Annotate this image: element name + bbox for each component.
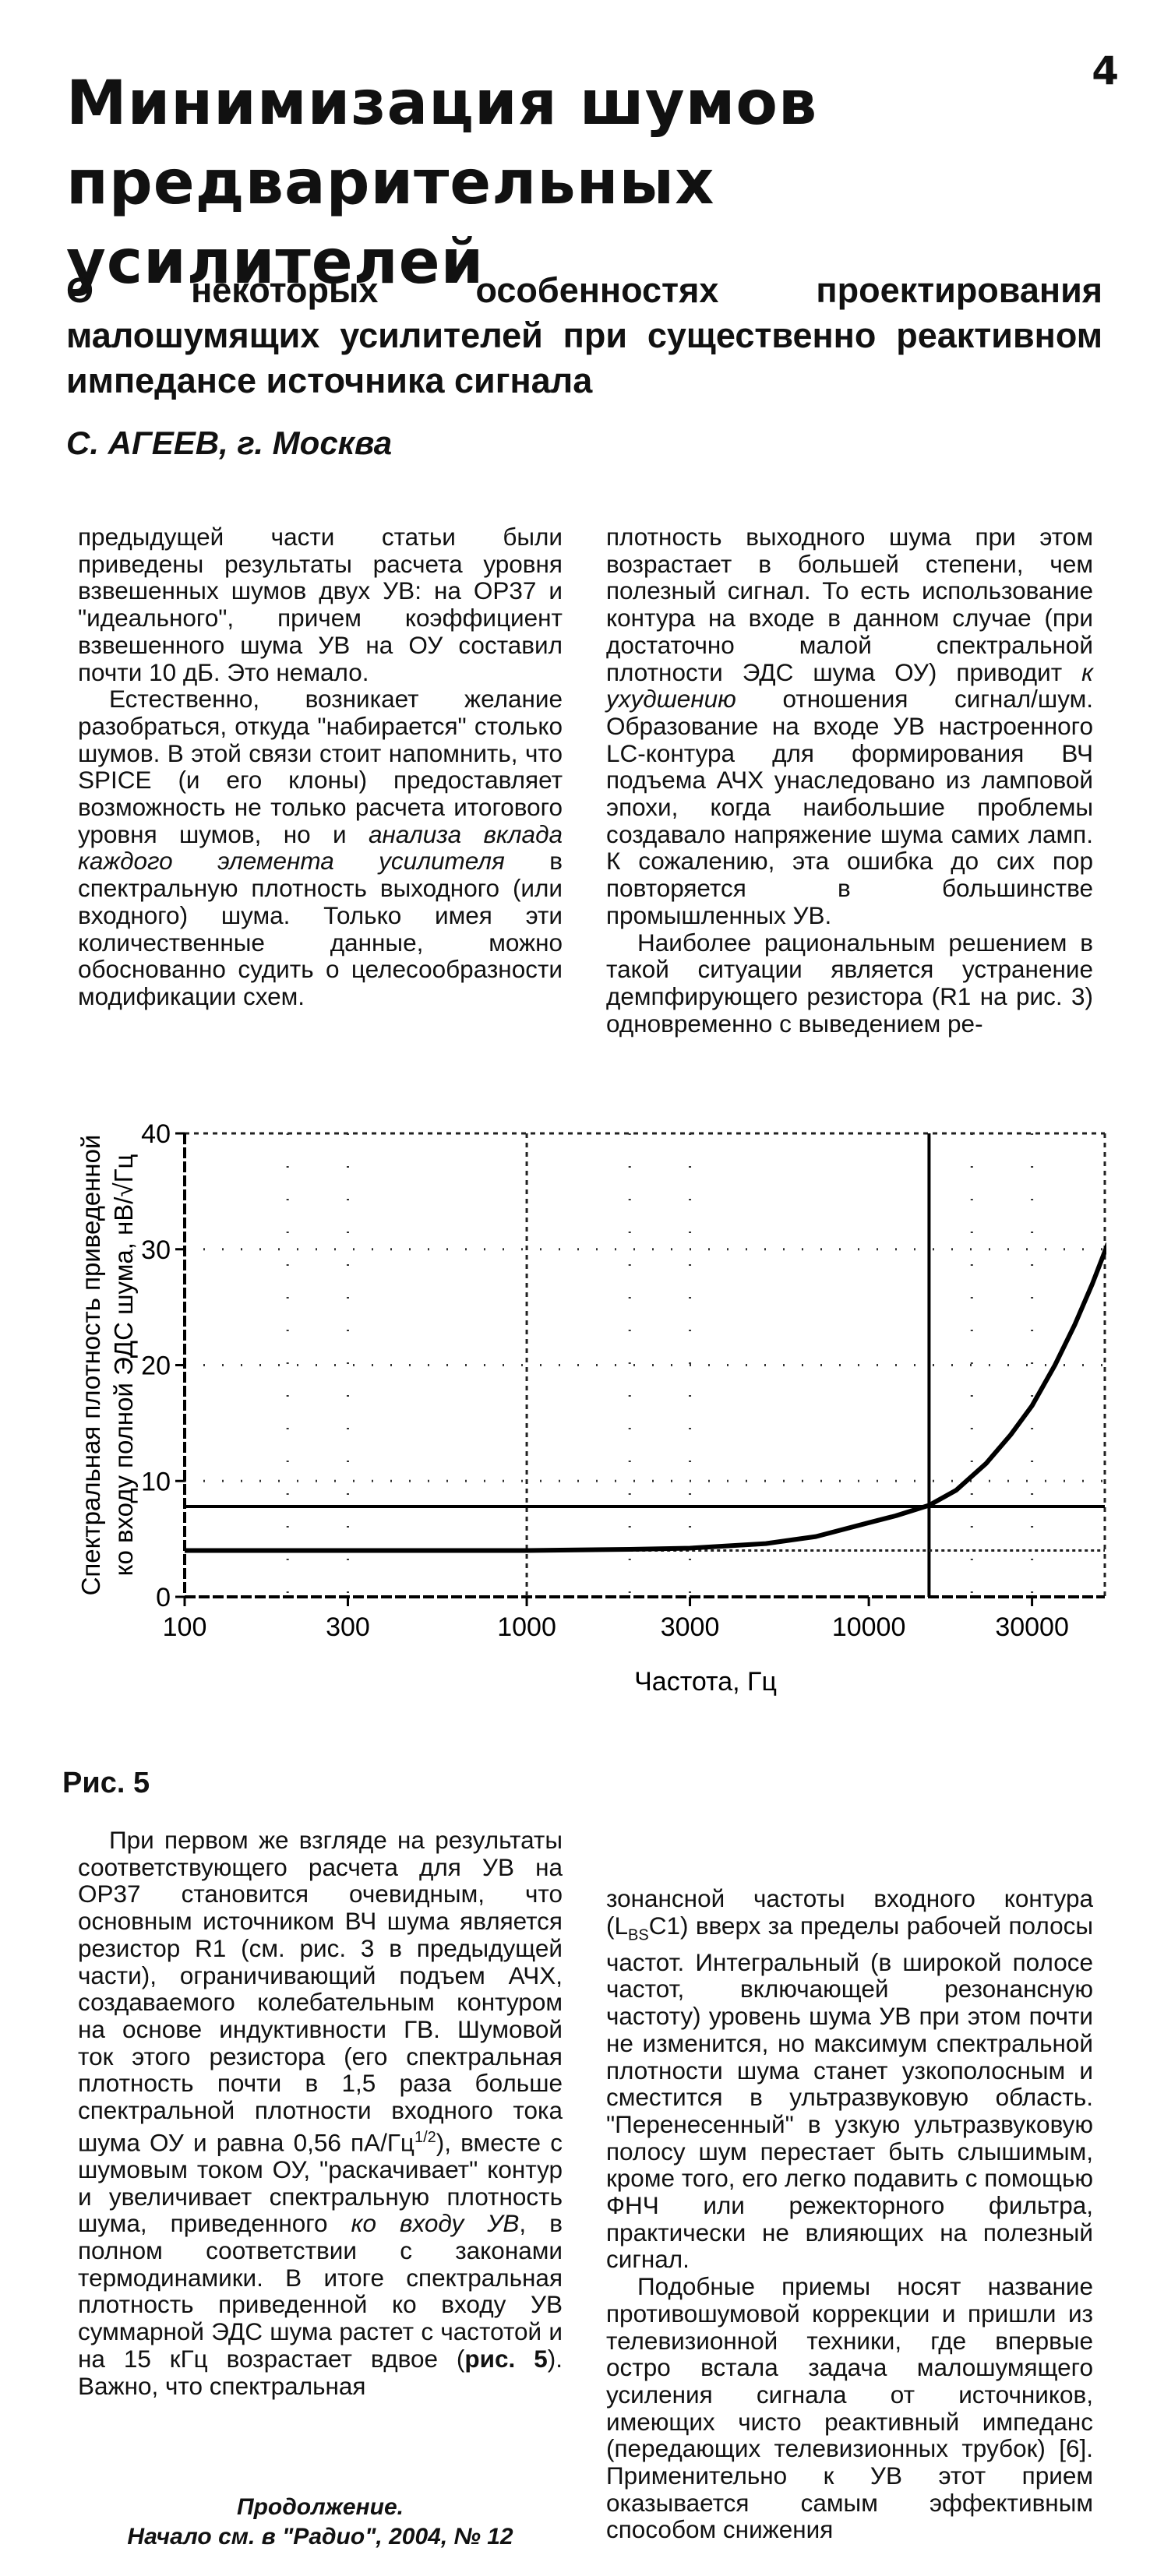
text: отношения сигнал/шум. Образование на вхо… xyxy=(606,685,1093,929)
chart-y-tick-label: 0 xyxy=(156,1583,171,1612)
chart-x-axis-label: Частота, Гц xyxy=(634,1667,777,1697)
text: зонансной частоты входного контура (L xyxy=(606,1884,1093,1940)
paragraph: Подобные приемы носят название противошу… xyxy=(606,2272,1093,2544)
chart-y-axis-label-line-2: ко входу полной ЭДС шума, нВ/√Гц xyxy=(109,1154,138,1577)
emphasis: ко входу УВ xyxy=(351,2209,520,2238)
column-1-top: предыдущей части статьи были приведены р… xyxy=(78,523,563,1010)
text: плотность выходного шума при этом возрас… xyxy=(606,523,1093,686)
chart-x-tick-label: 30000 xyxy=(995,1612,1069,1642)
chart-y-tick-label: 30 xyxy=(141,1235,171,1265)
paragraph: зонансной частоты входного контура (LВSC… xyxy=(606,1885,1093,2273)
chart-x-tick-label: 100 xyxy=(163,1612,207,1642)
author-byline: С. АГЕЕВ, г. Москва xyxy=(66,425,393,461)
continuation-note: Продолжение. Начало см. в "Радио", 2004,… xyxy=(78,2493,563,2552)
figure-reference: рис. 5 xyxy=(464,2344,548,2373)
chart-labels: 0 10 20 30 40 100 300 1000 3000 10000 30000 Частота… xyxy=(76,1119,1069,1697)
title-line-2: предварительных усилителей xyxy=(66,148,715,298)
superscript: 1/2 xyxy=(414,2128,436,2146)
page-number: 4 xyxy=(1092,48,1119,93)
emphasis: анализа вклада каждого элемента усилител… xyxy=(78,819,563,876)
chart-series xyxy=(185,1242,1106,1553)
paragraph: Естественно, возникает желание разобрать… xyxy=(78,685,563,1010)
text: ), вместе с шумовым током ОУ, "раскачива… xyxy=(78,2128,563,2238)
chart-y-tick-label: 20 xyxy=(141,1351,171,1381)
chart-x-tick-label: 3000 xyxy=(661,1612,720,1642)
continued-label: Продолжение. xyxy=(237,2494,404,2520)
chart-series-line xyxy=(185,1242,1106,1553)
subscript: ВS xyxy=(628,1926,649,1943)
column-2-bottom: зонансной частоты входного контура (LВSC… xyxy=(606,1885,1093,2543)
chart-axes xyxy=(175,1132,1105,1606)
text: , в полном соответствии с законами термо… xyxy=(78,2209,563,2373)
chart-y-tick-label: 40 xyxy=(141,1119,171,1149)
chart-x-tick-label: 300 xyxy=(326,1612,370,1642)
paragraph: плотность выходного шума при этом возрас… xyxy=(606,523,1093,929)
title-line-1: Минимизация шумов xyxy=(66,69,818,139)
article-subtitle: О некоторых особенностях проектирования … xyxy=(66,270,1102,400)
chart-grid xyxy=(185,1132,1106,1597)
chart-y-axis-label-line-1: Спектральная плотность приведенной xyxy=(76,1135,105,1596)
chart-y-tick-label: 10 xyxy=(141,1467,171,1496)
column-2-top: плотность выходного шума при этом возрас… xyxy=(606,523,1093,1037)
chart-reference-lines xyxy=(185,1133,1105,1597)
started-label: Начало см. в "Радио", 2004, № 12 xyxy=(127,2524,513,2550)
paragraph: Наиболее рациональным решением в такой с… xyxy=(606,928,1093,1038)
text: C1) вверх за пределы рабочей полосы част… xyxy=(606,1911,1093,2274)
figure-caption: Рис. 5 xyxy=(62,1767,150,1799)
noise-spectrum-chart: 0 10 20 30 40 100 300 1000 3000 10000 30000 Частота… xyxy=(76,1119,1106,1697)
emphasis: к ухудшению xyxy=(606,657,1093,714)
text: Естественно, возникает желание разобрать… xyxy=(78,685,563,848)
text: ). Важно, что спектральная xyxy=(78,2344,563,2400)
chart-x-tick-label: 10000 xyxy=(832,1612,906,1642)
article-title: Минимизация шумов предварительных усилит… xyxy=(66,64,1079,302)
paragraph: При первом же взгляде на результаты соот… xyxy=(78,1827,563,2399)
paragraph: предыдущей части статьи были приведены р… xyxy=(78,523,563,686)
chart-x-tick-label: 1000 xyxy=(497,1612,556,1642)
column-1-bottom: При первом же взгляде на результаты соот… xyxy=(78,1827,563,2399)
text: в спектральную плотность выходного (или … xyxy=(78,847,563,1010)
text: При первом же взгляде на результаты соот… xyxy=(78,1826,563,2157)
